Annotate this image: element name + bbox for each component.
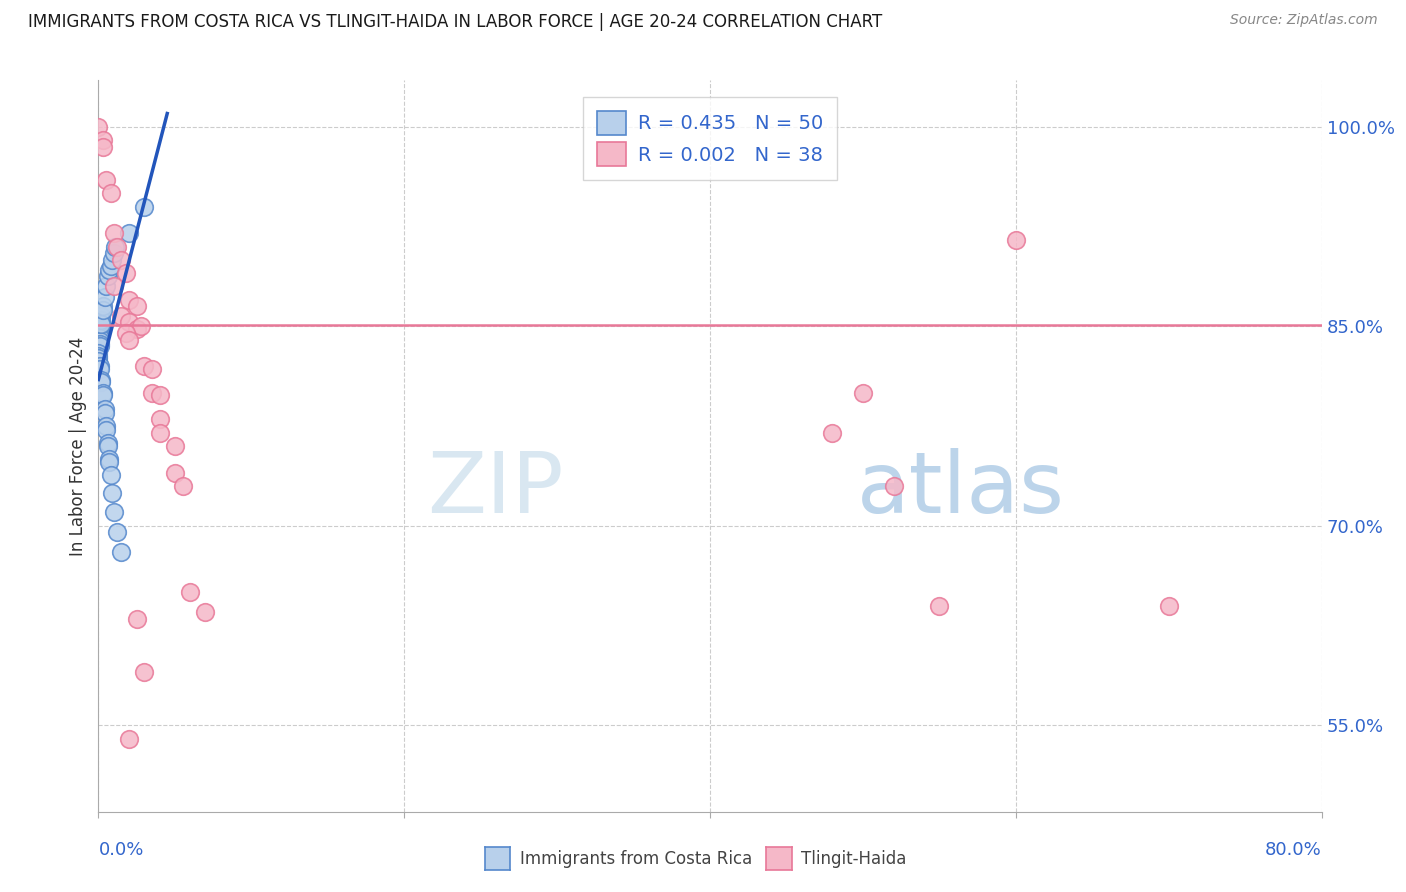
Point — [91, 388, 114, 402]
Point — [141, 385, 163, 400]
Point — [94, 173, 117, 187]
Point — [98, 455, 121, 469]
Point — [93, 401, 115, 416]
Point — [125, 299, 148, 313]
Point — [118, 315, 141, 329]
Point — [91, 385, 114, 400]
Point — [93, 406, 115, 420]
Point — [89, 362, 111, 376]
Point — [89, 319, 111, 334]
Point — [125, 322, 148, 336]
Point — [115, 266, 138, 280]
Point — [118, 731, 141, 746]
Point — [90, 312, 112, 326]
Legend: R = 0.435   N = 50, R = 0.002   N = 38: R = 0.435 N = 50, R = 0.002 N = 38 — [583, 97, 837, 180]
Text: atlas: atlas — [856, 449, 1064, 532]
Point — [125, 612, 148, 626]
Point — [115, 326, 138, 340]
Point — [94, 423, 117, 437]
Point — [928, 599, 950, 613]
Point — [134, 665, 156, 679]
Point — [105, 525, 128, 540]
Point — [100, 468, 122, 483]
Point — [87, 120, 110, 134]
Point — [103, 226, 125, 240]
Text: 0.0%: 0.0% — [98, 841, 143, 859]
Point — [118, 226, 141, 240]
Point — [97, 439, 120, 453]
Point — [93, 290, 115, 304]
Point — [94, 279, 117, 293]
Point — [129, 319, 152, 334]
Point — [134, 359, 156, 374]
Point — [100, 260, 122, 274]
Point — [172, 479, 194, 493]
Point — [87, 335, 110, 350]
Point — [87, 338, 110, 352]
Point — [98, 452, 121, 467]
Point — [134, 200, 156, 214]
Point — [194, 605, 217, 619]
Point — [87, 346, 110, 360]
Point — [118, 333, 141, 347]
Point — [97, 268, 120, 283]
Point — [90, 372, 112, 386]
Point — [94, 419, 117, 434]
Text: Immigrants from Costa Rica: Immigrants from Costa Rica — [520, 850, 752, 868]
Point — [90, 317, 112, 331]
Point — [103, 279, 125, 293]
Point — [87, 333, 110, 347]
Point — [110, 545, 132, 559]
Text: Source: ZipAtlas.com: Source: ZipAtlas.com — [1230, 13, 1378, 28]
Point — [104, 239, 127, 253]
Point — [101, 485, 124, 500]
Point — [89, 339, 111, 353]
Point — [179, 585, 201, 599]
Point — [163, 466, 186, 480]
Point — [90, 309, 112, 323]
Point — [89, 359, 111, 374]
Point — [101, 252, 124, 267]
Point — [110, 252, 132, 267]
Point — [91, 299, 114, 313]
Point — [89, 328, 111, 343]
Point — [91, 140, 114, 154]
Point — [821, 425, 844, 440]
Point — [89, 331, 111, 345]
Point — [1004, 233, 1026, 247]
Point — [149, 425, 172, 440]
Text: IMMIGRANTS FROM COSTA RICA VS TLINGIT-HAIDA IN LABOR FORCE | AGE 20-24 CORRELATI: IMMIGRANTS FROM COSTA RICA VS TLINGIT-HA… — [28, 13, 883, 31]
Text: 80.0%: 80.0% — [1265, 841, 1322, 859]
Point — [149, 412, 172, 426]
Point — [91, 133, 114, 147]
Point — [103, 506, 125, 520]
Point — [105, 239, 128, 253]
Y-axis label: In Labor Force | Age 20-24: In Labor Force | Age 20-24 — [69, 336, 87, 556]
Point — [852, 385, 875, 400]
Point — [97, 436, 120, 450]
Point — [89, 336, 111, 351]
Point — [163, 439, 186, 453]
Point — [87, 354, 110, 368]
Point — [149, 388, 172, 402]
Point — [90, 375, 112, 389]
Point — [100, 186, 122, 201]
Point — [89, 326, 111, 340]
Point — [89, 322, 111, 336]
Point — [110, 309, 132, 323]
Point — [91, 303, 114, 318]
Point — [87, 349, 110, 363]
Point — [883, 479, 905, 493]
Point — [89, 334, 111, 348]
Point — [1157, 599, 1180, 613]
Point — [141, 362, 163, 376]
Point — [87, 351, 110, 366]
Text: ZIP: ZIP — [427, 449, 564, 532]
Point — [98, 263, 121, 277]
Point — [103, 246, 125, 260]
Text: Tlingit-Haida: Tlingit-Haida — [801, 850, 907, 868]
Point — [87, 341, 110, 355]
Point — [118, 293, 141, 307]
